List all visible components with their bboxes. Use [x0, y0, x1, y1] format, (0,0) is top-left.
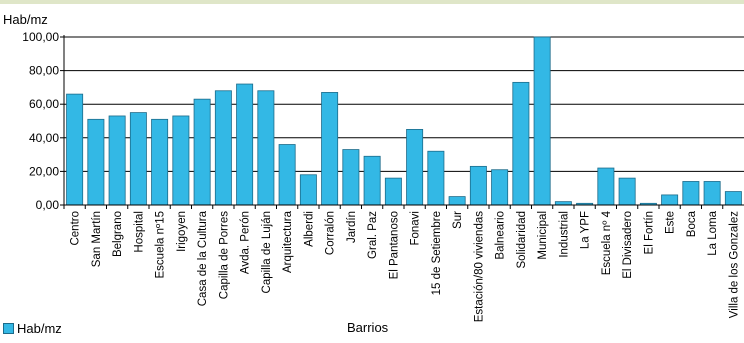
legend-swatch: [3, 322, 14, 334]
bar: [448, 196, 466, 206]
bar: [724, 191, 742, 206]
bar: [214, 90, 232, 206]
bar: [703, 181, 721, 206]
x-tick-label: El Fortín: [643, 211, 655, 254]
y-axis-title: Hab/mz: [3, 12, 48, 27]
bar: [533, 36, 551, 206]
x-tick-label: La YPF: [580, 211, 592, 249]
bar: [618, 177, 636, 206]
bar: [597, 167, 615, 206]
bar: [87, 118, 105, 206]
x-tick-label: Gral. Paz: [367, 211, 379, 259]
bar: [151, 118, 169, 206]
x-tick-label: Sur: [452, 211, 464, 229]
bar: [342, 149, 360, 206]
x-tick-label: Fonavi: [410, 211, 422, 246]
x-tick-label: Alberdi: [303, 211, 315, 247]
bar: [384, 177, 402, 206]
x-tick-label: Corralón: [325, 211, 337, 255]
x-tick-label: Arquitectura: [282, 210, 294, 273]
bar: [406, 128, 424, 206]
bar: [321, 92, 339, 206]
x-tick-label: Avda. Perón: [240, 211, 252, 274]
y-tick-label: 80,00: [29, 64, 59, 78]
x-tick-label: Boca: [686, 210, 698, 237]
bar: [554, 201, 572, 206]
x-tick-label: Irigoyen: [176, 211, 188, 252]
x-tick-label: 15 de Setiembre: [431, 211, 443, 295]
x-tick-label: Hospital: [133, 211, 145, 253]
y-tick-label: 20,00: [29, 164, 59, 178]
x-tick-label: Municipal: [537, 211, 549, 260]
bar: [299, 174, 317, 206]
bar: [491, 169, 509, 206]
bar: [427, 150, 445, 206]
x-tick-label: Balneario: [495, 211, 507, 260]
x-tick-label: Escuela nº 4: [601, 210, 613, 275]
x-tick-label: Casa de la Cultura: [197, 210, 209, 306]
x-tick-label: El Divisadero: [622, 211, 634, 279]
legend-label: Hab/mz: [17, 320, 62, 336]
top-band: [0, 0, 744, 4]
bar: [108, 115, 126, 206]
x-tick-label: La Loma: [707, 210, 719, 255]
bar: [193, 98, 211, 206]
x-tick-label: Villa de los Gonzalez: [728, 211, 740, 318]
legend: Hab/mz: [3, 320, 62, 336]
bar: [172, 115, 190, 206]
bar: [682, 181, 700, 206]
x-tick-label: Capilla de Luján: [261, 211, 273, 293]
bar: [512, 81, 530, 206]
x-tick-label: Industrial: [558, 211, 570, 258]
bar: [129, 112, 147, 206]
bar: [278, 144, 296, 206]
x-tick-label: Belgrano: [112, 211, 124, 257]
y-tick-label: 40,00: [29, 131, 59, 145]
y-tick-label: 100,00: [22, 30, 59, 44]
x-axis-title: Barrios: [347, 320, 389, 335]
x-tick-label: Centro: [70, 211, 82, 246]
x-tick-label: Jardín: [346, 211, 358, 243]
x-tick-label: Estación/80 viviendas: [473, 211, 485, 322]
bar: [363, 155, 381, 206]
x-tick-label: San Martín: [91, 211, 103, 267]
x-tick-label: Capilla de Porres: [218, 211, 230, 299]
y-tick-label: 0,00: [36, 198, 60, 212]
x-tick-label: Escuela nº15: [155, 211, 167, 279]
bar: [661, 194, 679, 206]
bar: [257, 90, 275, 206]
x-tick-label: Solidaridad: [516, 211, 528, 269]
bar: [469, 165, 487, 206]
bar: [236, 83, 254, 206]
bar: [66, 93, 84, 206]
x-tick-label: El Pantanoso: [388, 211, 400, 279]
y-tick-label: 60,00: [29, 97, 59, 111]
x-tick-label: Este: [665, 211, 677, 234]
